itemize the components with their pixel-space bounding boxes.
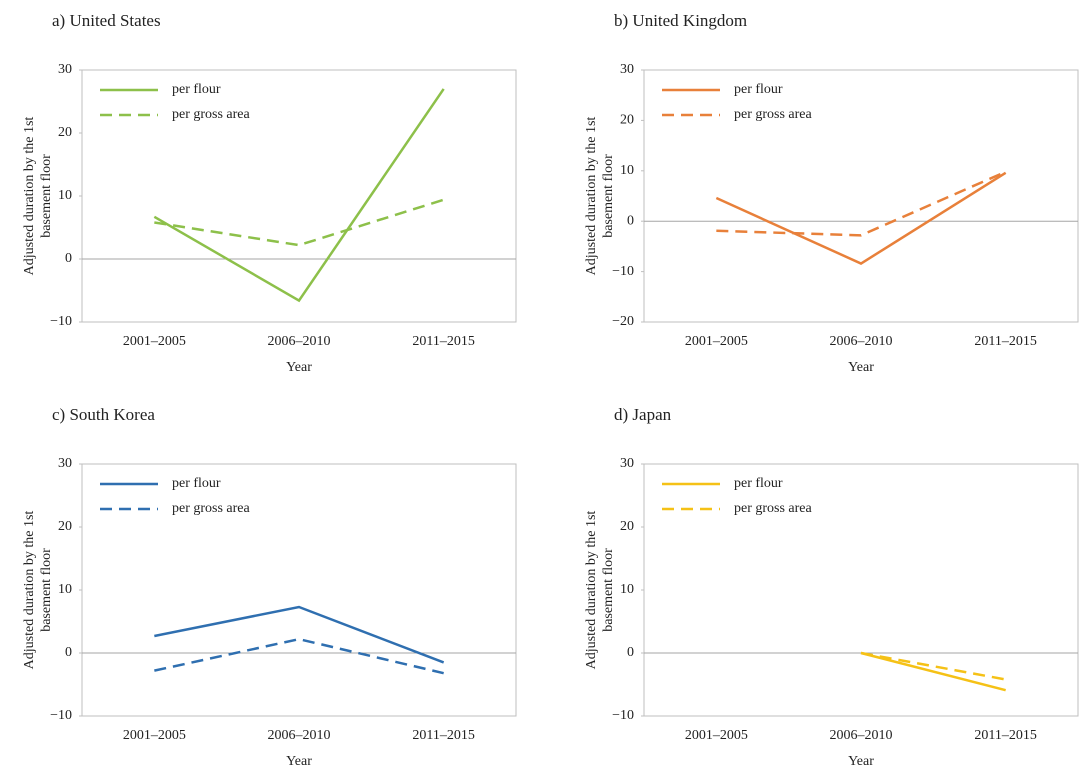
x-axis-label: Year bbox=[848, 754, 874, 769]
y-tick-label: −20 bbox=[612, 314, 634, 329]
y-tick-label: 30 bbox=[58, 62, 72, 77]
plot-frame bbox=[81, 69, 517, 323]
x-tick-label: 2011–2015 bbox=[412, 334, 474, 349]
legend-label: per gross area bbox=[734, 501, 813, 516]
y-tick-label: 10 bbox=[620, 163, 634, 178]
x-tick-label: 2011–2015 bbox=[974, 334, 1036, 349]
legend-label: per gross area bbox=[172, 501, 251, 516]
panel: d) Japan −10 0 10 20 30 2001–2005 2006–2010 2011… bbox=[584, 405, 1079, 769]
y-axis-label: basement floor bbox=[601, 154, 616, 238]
panel-title: a) United States bbox=[52, 11, 161, 30]
legend-label: per flour bbox=[734, 82, 783, 97]
y-tick-label: 10 bbox=[58, 188, 72, 203]
series-line bbox=[154, 637, 444, 675]
series-line bbox=[154, 198, 445, 247]
x-axis-label: Year bbox=[286, 754, 312, 769]
plot-frame bbox=[643, 69, 1079, 323]
y-axis-label: Adjusted duration by the 1st bbox=[584, 511, 599, 670]
y-tick-label: 20 bbox=[620, 113, 634, 128]
y-tick-label: 0 bbox=[627, 645, 634, 660]
panel-title: d) Japan bbox=[614, 405, 672, 424]
x-tick-label: 2001–2005 bbox=[123, 334, 186, 349]
series-line bbox=[716, 170, 1007, 237]
y-axis-label: Adjusted duration by the 1st bbox=[584, 117, 599, 276]
y-axis-label: basement floor bbox=[601, 548, 616, 632]
y-tick-label: 0 bbox=[627, 213, 634, 228]
y-tick-label: 20 bbox=[58, 125, 72, 140]
y-tick-label: 30 bbox=[620, 456, 634, 471]
x-tick-label: 2006–2010 bbox=[830, 728, 893, 743]
series-line bbox=[860, 651, 1006, 681]
plot-frame bbox=[643, 463, 1079, 717]
y-tick-label: −10 bbox=[612, 708, 634, 723]
x-tick-label: 2006–2010 bbox=[268, 728, 331, 743]
legend-label: per gross area bbox=[734, 107, 813, 122]
y-tick-label: 0 bbox=[65, 251, 72, 266]
series-line bbox=[154, 605, 445, 664]
y-axis-label: Adjusted duration by the 1st bbox=[22, 117, 37, 276]
y-axis-label: Adjusted duration by the 1st bbox=[22, 511, 37, 670]
x-tick-label: 2006–2010 bbox=[268, 334, 331, 349]
y-tick-label: 10 bbox=[58, 582, 72, 597]
legend-label: per flour bbox=[172, 82, 221, 97]
series-line bbox=[715, 171, 1007, 265]
series-line bbox=[860, 651, 1006, 692]
x-tick-label: 2001–2005 bbox=[123, 728, 186, 743]
x-tick-label: 2011–2015 bbox=[412, 728, 474, 743]
legend-label: per flour bbox=[172, 476, 221, 491]
x-tick-label: 2001–2005 bbox=[685, 334, 748, 349]
panel-title: b) United Kingdom bbox=[614, 11, 747, 30]
y-axis-label: basement floor bbox=[39, 548, 54, 632]
plot-frame bbox=[81, 463, 517, 717]
y-axis-label: basement floor bbox=[39, 154, 54, 238]
y-tick-label: 30 bbox=[620, 62, 634, 77]
y-tick-label: 10 bbox=[620, 582, 634, 597]
x-tick-label: 2006–2010 bbox=[830, 334, 893, 349]
legend-label: per flour bbox=[734, 476, 783, 491]
y-tick-label: 20 bbox=[620, 519, 634, 534]
x-tick-label: 2001–2005 bbox=[685, 728, 748, 743]
panel: c) South Korea −10 0 10 20 30 2001–2005 2006–20… bbox=[22, 405, 517, 769]
legend-label: per gross area bbox=[172, 107, 251, 122]
x-axis-label: Year bbox=[286, 360, 312, 375]
y-tick-label: −10 bbox=[50, 708, 72, 723]
y-tick-label: 20 bbox=[58, 519, 72, 534]
panel: b) United Kingdom −20 −10 0 10 20 30 2001–2005 2… bbox=[584, 11, 1079, 375]
y-tick-label: 0 bbox=[65, 645, 72, 660]
series-line bbox=[153, 88, 445, 303]
x-axis-label: Year bbox=[848, 360, 874, 375]
y-tick-label: −10 bbox=[50, 314, 72, 329]
panel: a) United States −10 0 10 20 30 2001–2005 2006–… bbox=[22, 11, 517, 375]
x-tick-label: 2011–2015 bbox=[974, 728, 1036, 743]
y-tick-label: −10 bbox=[612, 264, 634, 279]
y-tick-label: 30 bbox=[58, 456, 72, 471]
panel-title: c) South Korea bbox=[52, 405, 155, 424]
